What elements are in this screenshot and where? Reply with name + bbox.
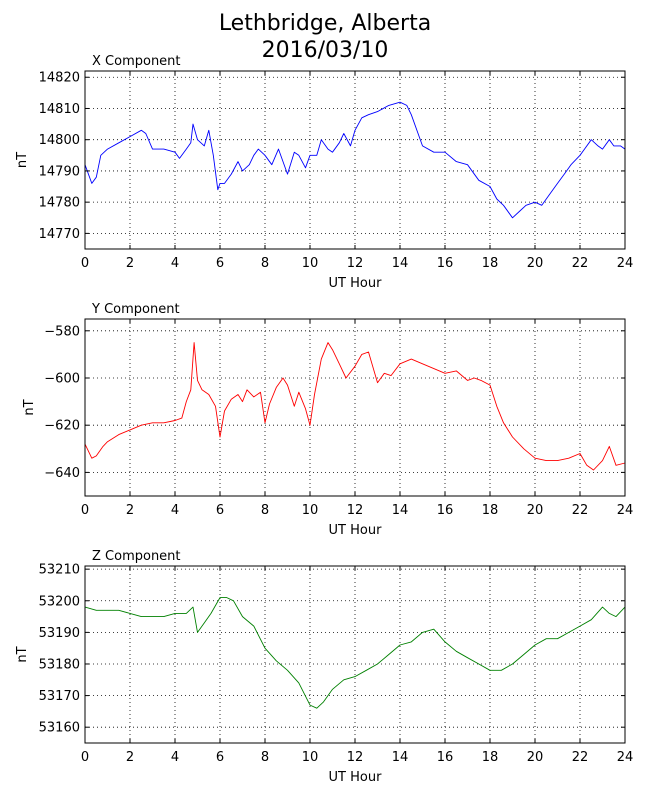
x-axis-label: UT Hour	[329, 276, 383, 291]
x-tick-label: 2	[126, 503, 134, 518]
chart-x-component: 0 2 4 6 8 10 12 14 16 18 20 22 241477014780147901480…	[15, 54, 633, 291]
x-tick-label: 20	[527, 256, 544, 271]
series-line-y	[84, 342, 626, 471]
y-axis-label: nT	[15, 646, 30, 662]
x-tick-label: 18	[482, 256, 499, 271]
y-tick-label: 53200	[39, 594, 80, 609]
x-tick-label: 24	[617, 503, 634, 518]
figure-title: Lethbridge, Alberta	[218, 11, 432, 36]
y-tick-label: −640	[44, 466, 80, 481]
chart-title: X Component	[92, 54, 181, 69]
x-axis-label: UT Hour	[329, 523, 383, 538]
x-tick-label: 4	[171, 256, 179, 271]
x-tick-label: 12	[347, 256, 364, 271]
x-tick-label: 24	[617, 256, 634, 271]
x-tick-label: 6	[216, 256, 224, 271]
x-tick-label: 8	[261, 750, 269, 765]
x-tick-label: 2	[126, 256, 134, 271]
x-tick-label: 6	[216, 503, 224, 518]
x-tick-label: 12	[347, 750, 364, 765]
x-tick-label: 10	[302, 503, 319, 518]
figure-subtitle: 2016/03/10	[261, 38, 389, 63]
x-tick-label: 8	[261, 256, 269, 271]
x-tick-label: 16	[437, 750, 454, 765]
x-tick-label: 12	[347, 503, 364, 518]
x-tick-label: 20	[527, 750, 544, 765]
y-tick-label: 53180	[39, 657, 80, 672]
x-tick-label: 0	[81, 750, 89, 765]
x-tick-label: 24	[617, 750, 634, 765]
x-tick-label: 22	[572, 503, 589, 518]
chart-title: Z Component	[92, 549, 181, 564]
x-tick-label: 0	[81, 503, 89, 518]
series-line-z	[84, 597, 626, 709]
y-tick-label: 14820	[39, 71, 80, 86]
x-tick-label: 16	[437, 503, 454, 518]
y-tick-label: 53170	[39, 689, 80, 704]
x-tick-label: 22	[572, 256, 589, 271]
y-tick-label: −620	[44, 419, 80, 434]
x-tick-label: 22	[572, 750, 589, 765]
y-tick-label: 53190	[39, 626, 80, 641]
chart-z-component: 0 2 4 6 8 10 12 14 16 18 20 22 245316053170531805319…	[15, 549, 633, 785]
x-tick-label: 10	[302, 750, 319, 765]
x-tick-label: 4	[171, 750, 179, 765]
y-tick-label: −580	[44, 324, 80, 339]
y-tick-label: 14800	[39, 133, 80, 148]
x-tick-label: 16	[437, 256, 454, 271]
chart-title: Y Component	[91, 302, 180, 317]
y-axis-label: nT	[22, 399, 37, 415]
x-tick-label: 2	[126, 750, 134, 765]
x-axis-label: UT Hour	[329, 770, 383, 785]
series-line-x	[84, 101, 626, 219]
x-tick-label: 14	[392, 503, 409, 518]
y-tick-label: 53160	[39, 721, 80, 736]
x-tick-label: 14	[392, 750, 409, 765]
y-tick-label: 14780	[39, 196, 80, 211]
x-tick-label: 10	[302, 256, 319, 271]
x-tick-label: 0	[81, 256, 89, 271]
x-tick-label: 18	[482, 503, 499, 518]
y-tick-label: −600	[44, 372, 80, 387]
y-axis-label: nT	[15, 152, 30, 168]
y-tick-label: 14790	[39, 164, 80, 179]
y-tick-label: 14770	[39, 227, 80, 242]
x-tick-label: 6	[216, 750, 224, 765]
x-tick-label: 20	[527, 503, 544, 518]
x-tick-label: 8	[261, 503, 269, 518]
x-tick-label: 14	[392, 256, 409, 271]
y-tick-label: 53210	[39, 563, 80, 578]
x-tick-label: 4	[171, 503, 179, 518]
y-tick-label: 14810	[39, 102, 80, 117]
x-tick-label: 18	[482, 750, 499, 765]
